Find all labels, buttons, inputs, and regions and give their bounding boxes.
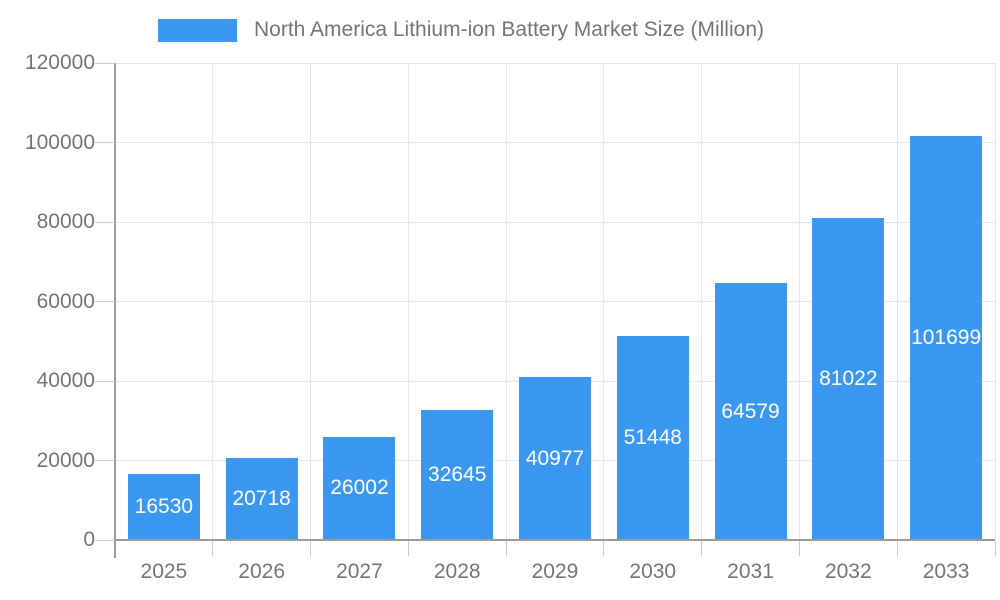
chart-legend[interactable]: North America Lithium-ion Battery Market… (158, 18, 764, 42)
bar: 32645 (421, 410, 494, 540)
bar-value-label: 81022 (819, 366, 878, 390)
y-axis-tick (95, 301, 115, 302)
legend-swatch (158, 18, 237, 42)
x-axis-tick (407, 541, 409, 556)
h-gridline (115, 301, 995, 302)
v-gridline (701, 63, 703, 540)
y-tick-label: 20000 (36, 448, 95, 472)
x-tick-label: 2028 (433, 560, 481, 583)
bar-value-label: 101699 (911, 325, 982, 349)
x-axis-tick (505, 541, 507, 556)
x-tick-label: 2026 (238, 560, 285, 583)
v-gridline (407, 63, 409, 540)
x-tick-label: 2025 (140, 560, 188, 583)
bar-value-label: 64579 (721, 399, 780, 423)
bar-value-label: 26002 (330, 476, 389, 500)
bar: 81022 (812, 217, 885, 540)
h-gridline (115, 142, 995, 143)
x-axis-tick (701, 541, 703, 556)
bar: 64579 (714, 283, 787, 540)
v-gridline (212, 63, 214, 540)
bar-value-label: 40977 (525, 446, 585, 470)
x-tick-label: 2030 (629, 560, 677, 583)
v-gridline (505, 63, 507, 540)
x-axis-line (115, 539, 995, 541)
y-axis-line (114, 63, 116, 558)
bar: 51448 (616, 335, 689, 540)
v-gridline (896, 63, 898, 540)
chart-title: North America Lithium-ion Battery Market… (254, 18, 764, 41)
y-tick-label: 100000 (24, 130, 95, 154)
bar-value-label: 16530 (134, 495, 194, 519)
y-axis-tick (95, 460, 115, 461)
h-gridline (115, 221, 995, 223)
x-axis-tick (994, 541, 996, 556)
bar: 20718 (225, 457, 298, 540)
x-tick-label: 2033 (922, 560, 970, 583)
bar: 16530 (127, 474, 200, 540)
y-tick-label: 80000 (36, 210, 95, 233)
x-tick-label: 2031 (727, 560, 774, 583)
y-axis-tick (95, 142, 115, 143)
v-gridline (994, 63, 996, 540)
bar-value-label: 32645 (428, 463, 487, 487)
y-tick-label: 60000 (36, 289, 95, 313)
bar-value-label: 51448 (623, 425, 682, 449)
y-axis-tick (95, 221, 115, 223)
plot-area: 16530 20718 26002 32645 40977 51448 64579 81022… (115, 62, 996, 540)
v-gridline (310, 63, 312, 540)
v-gridline (603, 63, 605, 540)
y-axis-tick (95, 62, 115, 64)
bar: 26002 (323, 436, 396, 540)
y-tick-label: 40000 (36, 369, 95, 392)
bar: 101699 (910, 135, 983, 540)
x-tick-label: 2029 (531, 560, 579, 583)
x-tick-label: 2027 (336, 560, 383, 583)
x-axis-tick (603, 541, 605, 556)
x-axis-tick (310, 541, 312, 556)
v-gridline (798, 63, 800, 540)
h-gridline (115, 62, 995, 64)
y-tick-label: 120000 (24, 51, 95, 74)
x-axis-tick (896, 541, 898, 556)
x-axis-tick (212, 541, 214, 556)
y-axis-tick (95, 539, 115, 541)
bar-value-label: 20718 (232, 486, 291, 510)
y-tick-label: 0 (83, 528, 95, 551)
x-tick-label: 2032 (824, 560, 872, 583)
bar: 40977 (519, 377, 591, 540)
y-axis-tick (95, 380, 115, 382)
x-axis-tick (798, 541, 800, 556)
